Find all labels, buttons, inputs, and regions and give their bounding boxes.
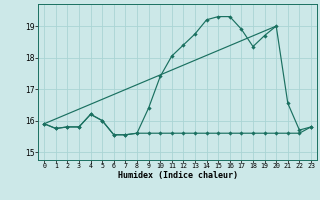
X-axis label: Humidex (Indice chaleur): Humidex (Indice chaleur) (118, 171, 238, 180)
